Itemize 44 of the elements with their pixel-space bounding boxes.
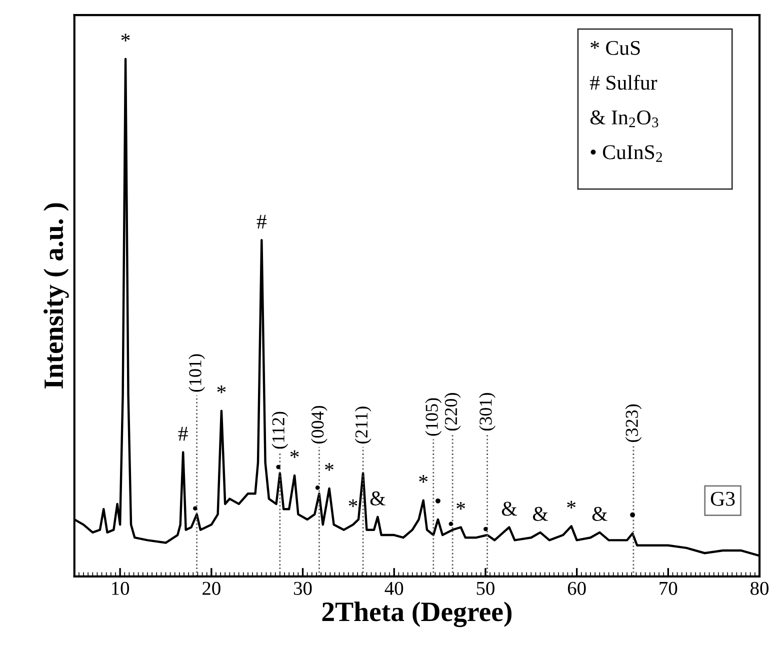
x-tick-label: 80 bbox=[750, 582, 768, 595]
x-tick-label: 70 bbox=[660, 582, 678, 595]
annotation: G3 bbox=[710, 492, 735, 506]
annotation: * bbox=[348, 499, 358, 508]
annotation: & bbox=[592, 506, 608, 521]
annotation: (323) bbox=[625, 404, 642, 442]
annotation: • bbox=[448, 522, 454, 526]
annotation: (101) bbox=[188, 354, 205, 392]
x-tick-label: 30 bbox=[294, 582, 312, 595]
annotation: (220) bbox=[444, 393, 461, 431]
annotation: • CuInS$_{2}$ bbox=[590, 145, 662, 162]
annotation: & bbox=[532, 506, 548, 521]
annotation: & bbox=[502, 502, 517, 516]
annotation: * bbox=[419, 475, 428, 483]
annotation: & bbox=[370, 491, 386, 506]
annotation: # bbox=[178, 426, 188, 441]
annotation: * bbox=[121, 34, 130, 42]
annotation: # bbox=[256, 214, 266, 228]
annotation: • bbox=[193, 506, 198, 511]
annotation: • bbox=[435, 498, 440, 504]
annotation: (004) bbox=[311, 406, 328, 444]
annotation: * bbox=[567, 500, 576, 509]
annotation: (105) bbox=[425, 398, 442, 436]
annotation: (301) bbox=[479, 393, 496, 431]
annotation: (112) bbox=[272, 412, 288, 449]
annotation: * bbox=[217, 386, 226, 394]
annotation: * bbox=[325, 463, 334, 471]
annotation: • bbox=[315, 486, 320, 490]
x-tick-label: 60 bbox=[568, 582, 586, 595]
x-axis-title: 2Theta (Degree) bbox=[322, 602, 512, 628]
annotation: • bbox=[484, 526, 488, 532]
annotation: # Sulfur bbox=[590, 74, 658, 90]
x-tick-label: 40 bbox=[384, 582, 404, 595]
y-axis-title: Intensity ( a.u. ) bbox=[44, 203, 69, 389]
annotation: • bbox=[630, 512, 636, 518]
x-tick-label: 10 bbox=[112, 582, 130, 595]
annotation: * bbox=[290, 450, 299, 458]
annotation: (211) bbox=[354, 406, 372, 444]
text: * CuS bbox=[590, 40, 640, 55]
annotation: * bbox=[456, 502, 466, 510]
x-tick-label: 20 bbox=[202, 582, 220, 595]
annotation: & In$_{2}$O$_{3}$ bbox=[590, 110, 658, 128]
annotation: • bbox=[276, 464, 280, 470]
x-tick-label: 50 bbox=[476, 582, 494, 595]
